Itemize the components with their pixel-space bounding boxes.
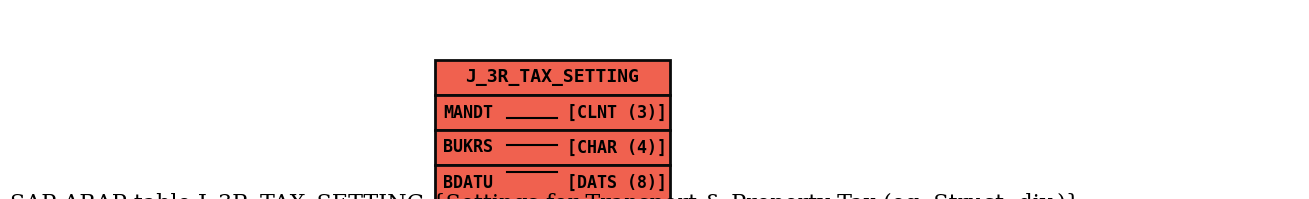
Text: SAP ABAP table J_3R_TAX_SETTING {Settings for Transport & Property Tax (eg. Stru: SAP ABAP table J_3R_TAX_SETTING {Setting… bbox=[10, 193, 1080, 199]
Bar bbox=[435, 60, 670, 95]
Text: [CHAR (4)]: [CHAR (4)] bbox=[556, 139, 668, 156]
Text: J_3R_TAX_SETTING: J_3R_TAX_SETTING bbox=[466, 68, 640, 87]
Text: [CLNT (3)]: [CLNT (3)] bbox=[556, 103, 668, 122]
Text: BDATU: BDATU bbox=[442, 174, 493, 191]
Bar bbox=[435, 95, 670, 130]
Text: BUKRS: BUKRS bbox=[442, 139, 493, 156]
Bar bbox=[435, 130, 670, 165]
Text: MANDT: MANDT bbox=[442, 103, 493, 122]
Bar bbox=[435, 165, 670, 199]
Text: [DATS (8)]: [DATS (8)] bbox=[556, 174, 668, 191]
